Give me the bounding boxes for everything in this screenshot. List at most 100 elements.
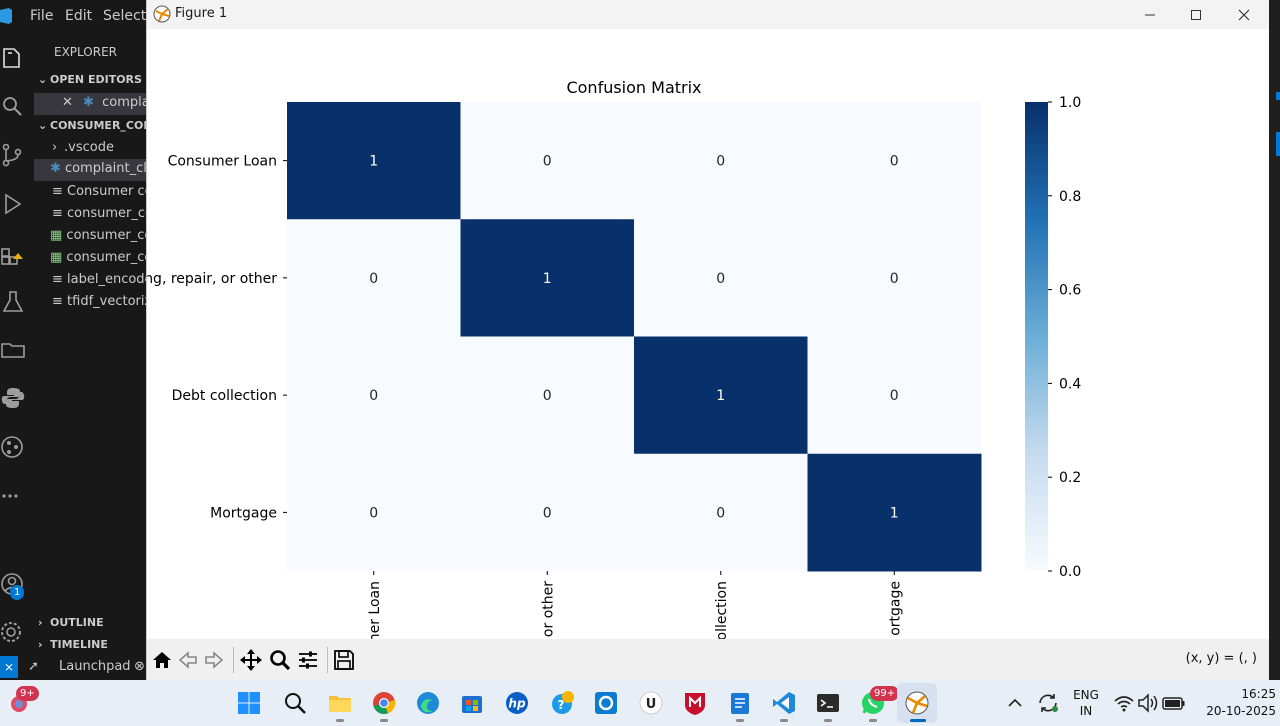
weather-badge: 9+ (16, 686, 39, 701)
volume-icon[interactable] (1134, 688, 1162, 718)
close-icon[interactable]: ✕ (62, 95, 73, 110)
svg-text:hp: hp (508, 697, 526, 711)
file-explorer-icon[interactable] (325, 688, 355, 718)
cell-value-label: 0 (716, 271, 725, 287)
app-u-icon[interactable]: U (636, 688, 666, 718)
testing-icon[interactable] (0, 289, 26, 315)
minimize-button[interactable] (1127, 0, 1173, 29)
remote-indicator-icon[interactable]: ⨯ (0, 656, 18, 678)
chevron-up-icon[interactable] (1000, 688, 1030, 718)
file-item[interactable]: ≡ consumer_co (34, 205, 150, 227)
file-item[interactable]: ▦ consumer_co (34, 227, 150, 249)
heatmap-cell (807, 336, 982, 455)
cell-value-label: 1 (890, 505, 899, 521)
cell-value-label: 0 (369, 505, 378, 521)
cell-value-label: 0 (890, 388, 899, 404)
open-editors-label: OPEN EDITORS (50, 73, 142, 86)
mcafee-icon[interactable] (680, 688, 710, 718)
matplotlib-figure-icon[interactable] (902, 688, 932, 718)
file-item[interactable]: › .vscode (34, 139, 150, 161)
source-control-icon[interactable] (0, 142, 26, 168)
running-indicator (380, 719, 388, 722)
colorbar-tick-label: 1.0 (1059, 95, 1081, 111)
back-arrow-icon[interactable] (175, 647, 201, 673)
cell-value-label: 0 (716, 154, 725, 170)
explorer-title: EXPLORER (54, 45, 117, 59)
home-icon[interactable] (149, 647, 175, 673)
outline-section[interactable]: › OUTLINE (38, 616, 154, 638)
clock-date[interactable]: 20-10-2025 (1206, 704, 1276, 718)
open-editor-item[interactable]: ✕ ✱ complai (34, 93, 150, 115)
menu-bar: File Edit Selectio (0, 0, 159, 33)
file-name: consumer_co (66, 228, 150, 243)
heatmap-cell (634, 102, 808, 220)
git-graph-icon[interactable] (0, 434, 26, 460)
extensions-icon[interactable] (0, 241, 26, 267)
terminal-icon[interactable] (813, 688, 843, 718)
open-editors-section[interactable]: ⌄ OPEN EDITORS (38, 73, 154, 95)
file-name: consumer_co (66, 250, 150, 265)
sync-icon[interactable] (1033, 688, 1063, 718)
scroll-marker (1276, 132, 1280, 156)
window-titlebar: Figure 1 (147, 0, 1269, 29)
chevron-down-icon: ⌄ (38, 73, 48, 86)
running-indicator (336, 719, 344, 722)
python-icon[interactable] (0, 385, 26, 411)
file-item[interactable]: ✱ complaint_cla (34, 159, 150, 181)
clock-time[interactable]: 16:25 (1241, 687, 1276, 701)
heatmap-cell (287, 219, 461, 337)
whatsapp-badge: 99+ (870, 686, 900, 701)
language-indicator-bottom[interactable]: IN (1079, 704, 1093, 718)
store-icon[interactable] (457, 688, 487, 718)
hp-icon[interactable]: hp (502, 688, 532, 718)
toolbar-separator (233, 647, 234, 673)
windows-start-icon[interactable] (234, 688, 264, 718)
close-button[interactable] (1221, 0, 1267, 29)
colorbar-tick-label: 0.6 (1059, 283, 1081, 299)
forward-arrow-icon[interactable] (201, 647, 227, 673)
menu-selection[interactable]: Selectio (103, 8, 159, 24)
help-icon[interactable]: ? (547, 688, 577, 718)
menu-file[interactable]: File (30, 8, 54, 24)
explorer-icon[interactable] (0, 45, 26, 71)
workspace-section[interactable]: ⌄ CONSUMER_COM (38, 119, 154, 141)
battery-icon[interactable] (1159, 688, 1189, 718)
settings-gear-icon[interactable] (0, 619, 26, 645)
y-tick-label: Mortgage (210, 505, 277, 521)
vscode-icon[interactable] (769, 688, 799, 718)
close-circle-icon[interactable]: ⊗ (134, 659, 145, 674)
wifi-icon[interactable] (1110, 688, 1138, 718)
chrome-icon[interactable] (369, 688, 399, 718)
more-icon[interactable] (0, 483, 26, 509)
figure-canvas[interactable]: Confusion Matrix 1 0 0 0 0 1 0 0 0 0 1 0 0 0 0 1 Consumer… (147, 29, 1269, 639)
edge-icon[interactable] (413, 688, 443, 718)
python-file-icon: ✱ (50, 161, 66, 176)
search-icon[interactable] (0, 94, 26, 120)
zoom-icon[interactable] (267, 647, 293, 673)
text-file-icon: ≡ (52, 272, 68, 287)
maximize-button[interactable] (1173, 0, 1219, 29)
timeline-section[interactable]: › TIMELINE (38, 638, 154, 660)
confusion-matrix-chart: Confusion Matrix 1 0 0 0 0 1 0 0 0 0 1 0 0 0 0 1 Consumer… (147, 78, 1081, 639)
file-item[interactable]: ≡ tfidf_vectoriz (34, 293, 150, 315)
file-item[interactable]: ≡ label_encode (34, 271, 150, 293)
heatmap-cell (460, 102, 635, 220)
notepad-icon[interactable] (725, 688, 755, 718)
file-item[interactable]: ≡ Consumer co (34, 183, 150, 205)
file-item[interactable]: ▦ consumer_co (34, 249, 150, 271)
configure-subplots-icon[interactable] (295, 647, 321, 673)
x-tick-label: or other (540, 581, 556, 637)
cell-value-label: 0 (369, 388, 378, 404)
scroll-marker (1276, 92, 1280, 100)
heatmap-cell (807, 453, 982, 572)
save-icon[interactable] (331, 647, 357, 673)
search-icon[interactable] (280, 688, 310, 718)
launchpad-label[interactable]: Launchpad (59, 659, 131, 674)
folder-icon[interactable] (0, 336, 26, 362)
running-indicator (824, 719, 832, 722)
remote-desktop-icon[interactable] (591, 688, 621, 718)
pan-icon[interactable] (238, 647, 264, 673)
language-indicator-top[interactable]: ENG (1073, 688, 1099, 702)
run-debug-icon[interactable] (0, 191, 26, 217)
menu-edit[interactable]: Edit (65, 8, 93, 24)
